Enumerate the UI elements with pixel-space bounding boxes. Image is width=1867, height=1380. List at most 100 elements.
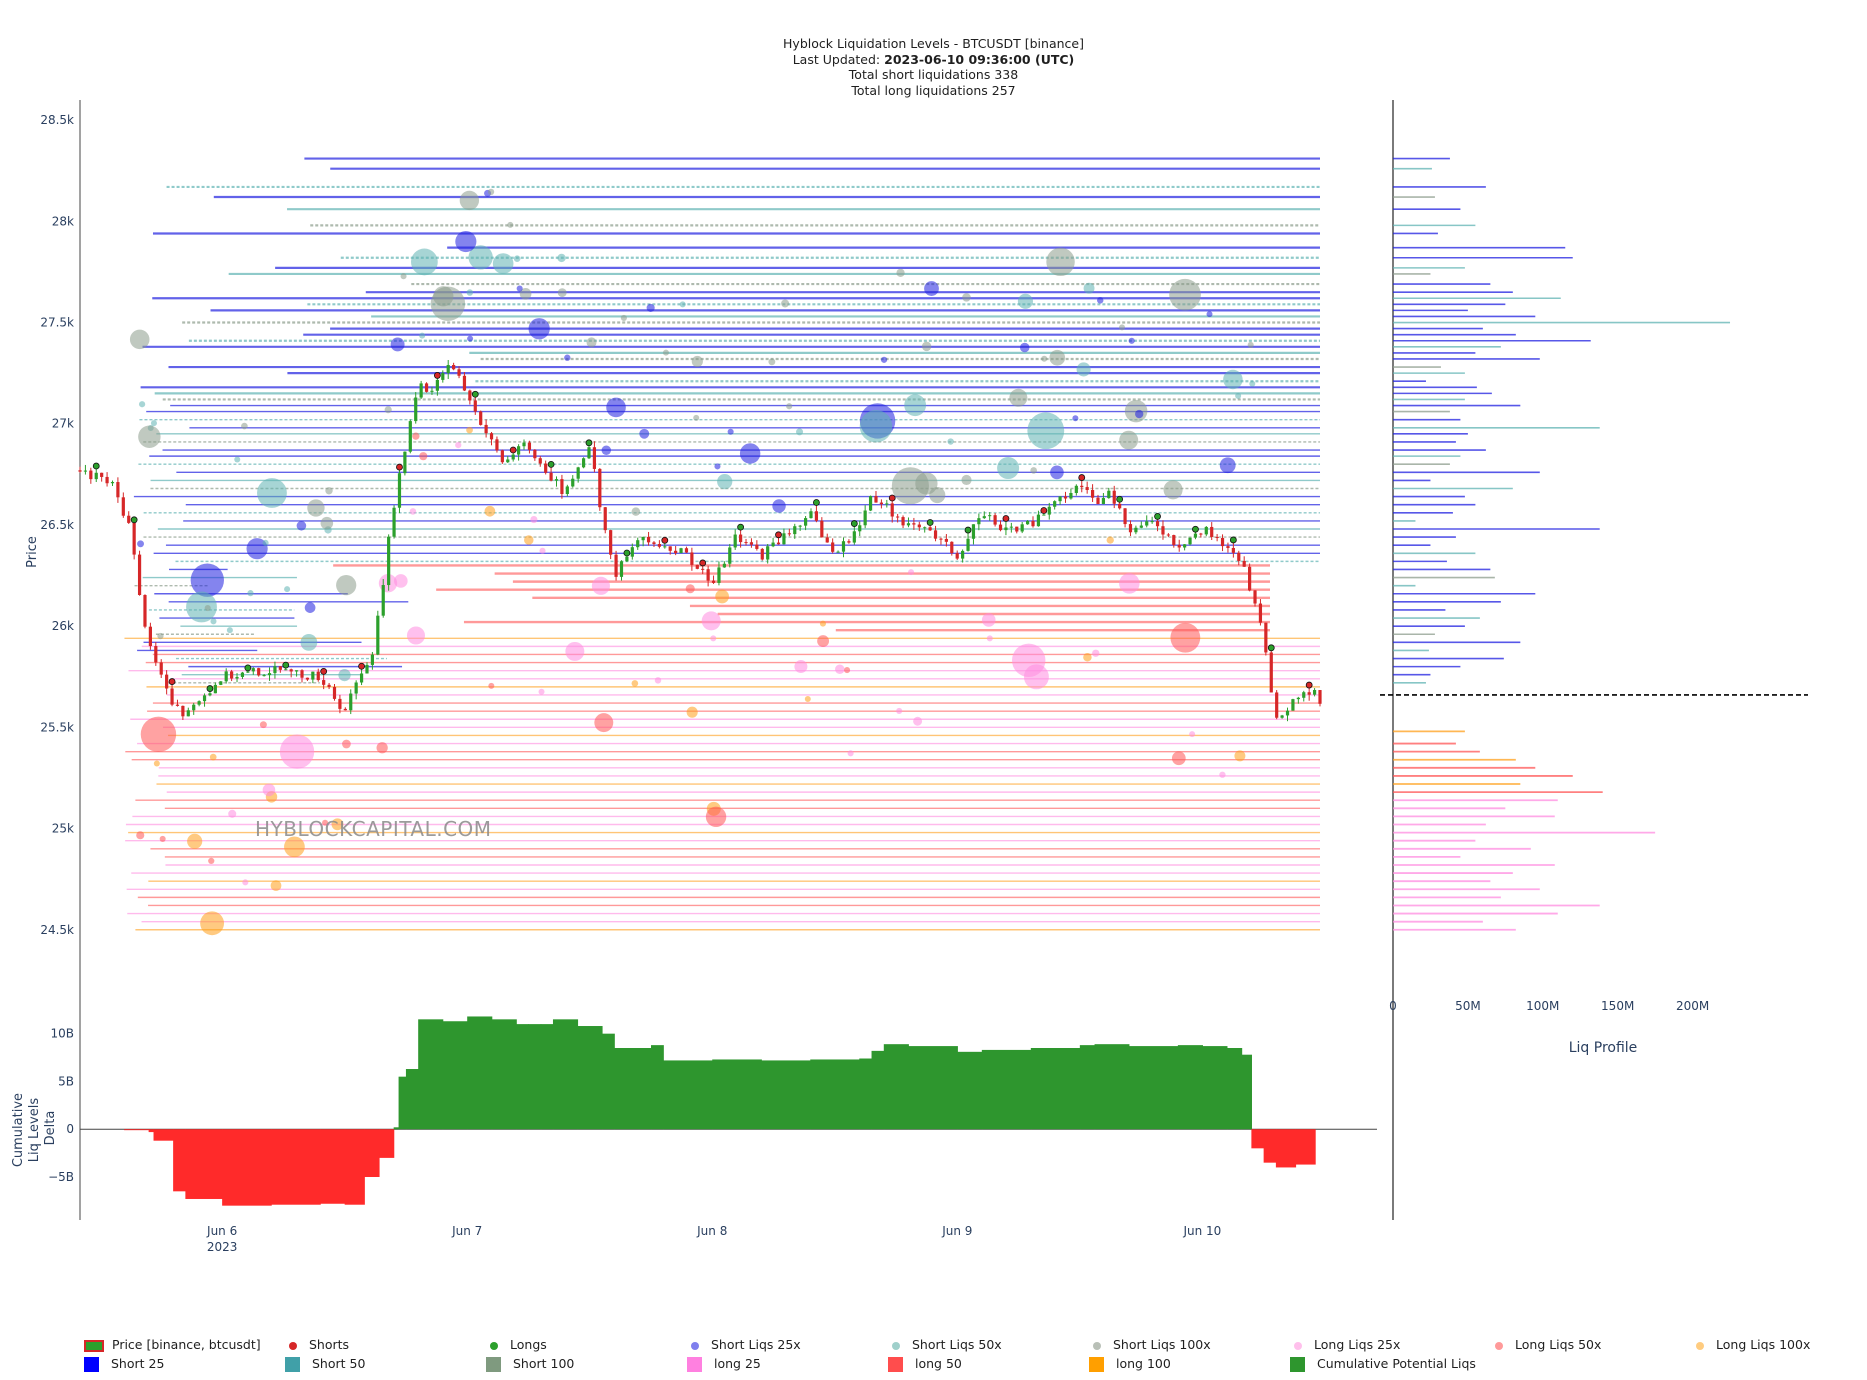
short-liq-bubble: [507, 221, 514, 228]
legend-item[interactable]: Long Liqs 100x: [1692, 1336, 1810, 1354]
trade-marker: [130, 516, 138, 524]
long-liq-bubble: [187, 833, 203, 849]
long-liq-bubble: [1219, 771, 1226, 778]
candle-body: [1318, 690, 1322, 704]
candle-body: [116, 482, 120, 498]
short-liq-bubble: [601, 445, 612, 455]
long-liq-bubble: [1119, 573, 1140, 594]
short-liq-bubble: [891, 467, 929, 505]
x-year-label: 2023: [207, 1240, 238, 1254]
candle-body: [527, 442, 532, 450]
delta-bar: [601, 1033, 615, 1130]
long-liq-bubble: [817, 635, 830, 647]
short-liq-bubble: [411, 248, 438, 276]
legend-label: Short Liqs 25x: [711, 1337, 801, 1352]
legend-item[interactable]: Short 50: [285, 1355, 365, 1373]
candle-body: [1210, 526, 1214, 537]
candle-body: [1134, 527, 1138, 533]
liq-profile-panel: 0 50M 100M 150M 200M: [1380, 100, 1808, 1220]
candle-body: [868, 496, 873, 511]
candle-body: [273, 666, 277, 674]
legend-item[interactable]: Long Liqs 25x: [1290, 1336, 1400, 1354]
candle-body: [1199, 533, 1203, 535]
legend-item[interactable]: long 25: [687, 1355, 761, 1373]
long-liq-bubble: [539, 547, 546, 554]
candle-body: [262, 675, 266, 677]
delta-tick-label: 10B: [50, 1027, 74, 1041]
legend-item[interactable]: Short Liqs 50x: [888, 1336, 1002, 1354]
legend-swatch: [84, 1357, 99, 1372]
candle-body: [462, 375, 467, 391]
delta-bar: [712, 1059, 762, 1130]
long-liq-bubble: [284, 836, 305, 858]
legend-item[interactable]: long 50: [888, 1355, 962, 1373]
legend-item[interactable]: Short 25: [84, 1355, 164, 1373]
candle-body: [1215, 536, 1219, 539]
legend-item[interactable]: Shorts: [285, 1336, 349, 1354]
candle-body: [105, 476, 109, 484]
candle-body: [403, 451, 407, 474]
legend-item[interactable]: Longs: [486, 1336, 547, 1354]
candle-body: [906, 523, 911, 526]
candle-body: [267, 673, 272, 676]
delta-axis-title-line: Delta: [43, 1111, 58, 1146]
x-tick-label: Jun 10: [1182, 1224, 1221, 1238]
candle-body: [1275, 692, 1279, 718]
short-liq-bubble: [138, 425, 161, 448]
candle-body: [776, 542, 781, 545]
trade-marker: [926, 519, 934, 526]
candle-body: [446, 365, 450, 374]
price-panel: 28.5k 28k 27.5k 27k 26.5k 26k 25.5k 25k 24.5k: [40, 100, 1322, 1220]
candle-body: [663, 546, 667, 548]
candle-body: [322, 680, 326, 685]
delta-bar: [577, 1026, 603, 1130]
candle-body: [202, 695, 207, 702]
trade-marker: [850, 520, 858, 527]
candle-body: [1253, 590, 1257, 604]
long-liq-bubble: [981, 613, 996, 627]
candle-body: [1096, 497, 1100, 504]
delta-bar: [418, 1019, 444, 1130]
candle-body: [782, 533, 786, 545]
long-liq-bubble: [1234, 750, 1246, 762]
candle-body: [1237, 552, 1241, 561]
chart-header: Hyblock Liquidation Levels - BTCUSDT [bi…: [0, 36, 1867, 98]
delta-bar: [467, 1016, 493, 1130]
short-liq-bubble: [400, 273, 407, 280]
short-liq-bubble: [924, 281, 939, 296]
long-liq-bubble: [484, 505, 496, 517]
short-liq-bubble: [947, 438, 954, 445]
long-liq-bubble: [835, 664, 845, 675]
legend-item[interactable]: Cumulative Potential Liqs: [1290, 1355, 1476, 1373]
candle-body: [1004, 527, 1008, 531]
long-liq-bubble: [412, 432, 420, 440]
candle-body: [489, 433, 494, 440]
legend-item[interactable]: Long Liqs 50x: [1491, 1336, 1601, 1354]
candle-body: [993, 515, 997, 525]
candle-body: [332, 686, 337, 699]
short-liq-bubble: [772, 499, 786, 513]
legend-swatch: [687, 1357, 702, 1372]
legend-item[interactable]: Short 100: [486, 1355, 574, 1373]
candle-body: [717, 567, 721, 583]
delta-bar: [650, 1045, 664, 1130]
legend-item[interactable]: Price [binance, btcusdt]: [84, 1336, 261, 1354]
long-liq-bubble: [896, 707, 903, 714]
legend-item[interactable]: Short Liqs 100x: [1089, 1336, 1211, 1354]
short-liq-bubble: [1163, 480, 1183, 500]
candle-body: [240, 672, 245, 677]
chart-title: Hyblock Liquidation Levels - BTCUSDT [bi…: [783, 36, 1084, 51]
legend-item[interactable]: Short Liqs 25x: [687, 1336, 801, 1354]
delta-bar: [442, 1021, 468, 1130]
candle-body: [175, 704, 180, 706]
legend-item[interactable]: long 100: [1089, 1355, 1171, 1373]
candle-body: [1269, 652, 1273, 693]
candle-body: [820, 520, 824, 538]
delta-bar: [908, 1046, 958, 1130]
candle-body: [500, 450, 504, 463]
candle-body: [1161, 526, 1165, 535]
candle-body: [473, 400, 477, 412]
delta-bar: [1251, 1129, 1265, 1149]
long-liq-bubble: [1012, 643, 1046, 678]
candle-body: [944, 538, 948, 542]
